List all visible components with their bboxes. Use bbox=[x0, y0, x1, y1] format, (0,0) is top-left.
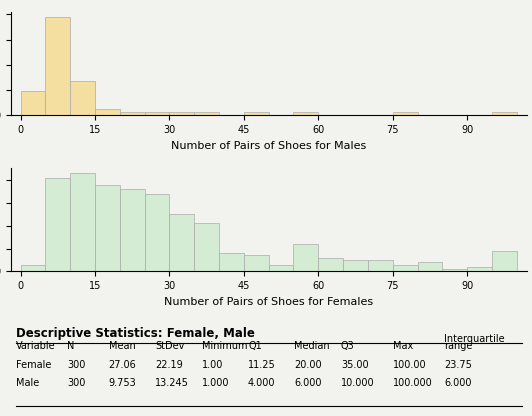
Text: 22.19: 22.19 bbox=[155, 360, 183, 370]
X-axis label: Number of Pairs of Shoes for Males: Number of Pairs of Shoes for Males bbox=[171, 141, 367, 151]
Bar bbox=[244, 112, 269, 115]
Bar bbox=[145, 112, 169, 115]
Text: Q3: Q3 bbox=[341, 341, 355, 351]
Bar bbox=[194, 112, 219, 115]
Bar bbox=[169, 214, 194, 271]
Bar bbox=[393, 265, 418, 271]
Bar bbox=[442, 269, 467, 271]
Bar bbox=[318, 258, 343, 271]
Bar bbox=[21, 265, 45, 271]
Text: Q1: Q1 bbox=[248, 341, 262, 351]
Text: 11.25: 11.25 bbox=[248, 360, 276, 370]
Bar bbox=[492, 112, 517, 115]
Bar bbox=[70, 173, 95, 271]
Text: 35.00: 35.00 bbox=[341, 360, 369, 370]
Bar bbox=[269, 265, 294, 271]
Text: Female: Female bbox=[16, 360, 51, 370]
Text: 300: 300 bbox=[68, 378, 86, 388]
Text: StDev: StDev bbox=[155, 341, 185, 351]
Bar bbox=[294, 244, 318, 271]
Text: 100.00: 100.00 bbox=[393, 360, 426, 370]
Bar bbox=[393, 112, 418, 115]
Text: Median: Median bbox=[295, 341, 330, 351]
Text: N: N bbox=[68, 341, 75, 351]
Bar bbox=[467, 267, 492, 271]
Text: 300: 300 bbox=[68, 360, 86, 370]
Text: 13.245: 13.245 bbox=[155, 378, 189, 388]
Bar bbox=[492, 251, 517, 271]
Bar bbox=[95, 185, 120, 271]
Text: Minimum: Minimum bbox=[202, 341, 247, 351]
Bar bbox=[45, 17, 70, 115]
Text: 100.000: 100.000 bbox=[393, 378, 433, 388]
Text: 9.753: 9.753 bbox=[109, 378, 136, 388]
Text: 10.000: 10.000 bbox=[341, 378, 375, 388]
Text: 27.06: 27.06 bbox=[109, 360, 136, 370]
Text: 23.75: 23.75 bbox=[444, 360, 472, 370]
Text: Variable: Variable bbox=[16, 341, 55, 351]
Bar bbox=[294, 112, 318, 115]
Bar bbox=[194, 223, 219, 271]
Text: 6.000: 6.000 bbox=[444, 378, 471, 388]
Text: Max: Max bbox=[393, 341, 413, 351]
Bar bbox=[418, 262, 442, 271]
Text: Descriptive Statistics: Female, Male: Descriptive Statistics: Female, Male bbox=[16, 327, 255, 340]
Bar bbox=[145, 194, 169, 271]
Text: range: range bbox=[444, 341, 472, 351]
Text: 1.00: 1.00 bbox=[202, 360, 223, 370]
Bar bbox=[45, 178, 70, 271]
Bar bbox=[21, 92, 45, 115]
Bar bbox=[368, 260, 393, 271]
Text: 4.000: 4.000 bbox=[248, 378, 276, 388]
Bar bbox=[120, 189, 145, 271]
Bar bbox=[95, 109, 120, 115]
Text: 1.000: 1.000 bbox=[202, 378, 229, 388]
Text: Mean: Mean bbox=[109, 341, 136, 351]
Bar bbox=[219, 253, 244, 271]
Bar bbox=[169, 112, 194, 115]
Bar bbox=[343, 260, 368, 271]
Bar bbox=[70, 81, 95, 115]
Text: Interquartile: Interquartile bbox=[444, 334, 505, 344]
Text: 20.00: 20.00 bbox=[295, 360, 322, 370]
X-axis label: Number of Pairs of Shoes for Females: Number of Pairs of Shoes for Females bbox=[164, 297, 373, 307]
Bar bbox=[244, 255, 269, 271]
Text: Male: Male bbox=[16, 378, 39, 388]
Text: 6.000: 6.000 bbox=[295, 378, 322, 388]
Bar bbox=[120, 112, 145, 115]
